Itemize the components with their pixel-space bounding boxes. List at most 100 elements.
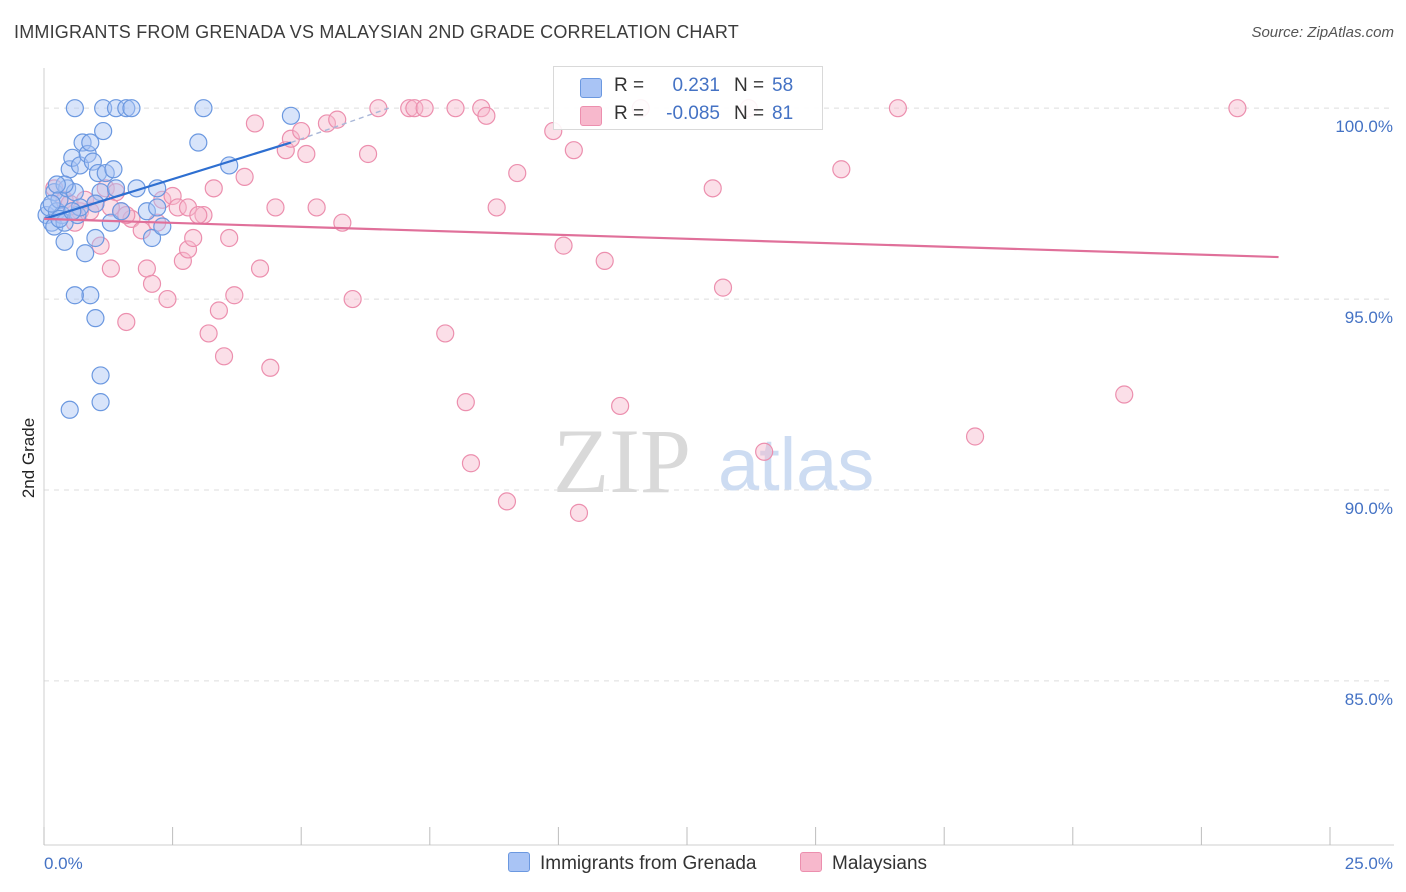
- malaysians-point: [163, 186, 182, 206]
- legend-row-malaysians: R = -0.085 N = 81: [554, 101, 822, 129]
- malaysians-point: [446, 99, 465, 118]
- malaysians-point: [235, 167, 254, 186]
- malaysians-point: [400, 99, 419, 118]
- grenada-point: [88, 163, 108, 183]
- grenada-point: [106, 99, 126, 118]
- malaysians-point: [292, 121, 311, 141]
- grenada-point: [86, 228, 105, 248]
- grenada-point: [63, 148, 82, 167]
- grenada-point: [65, 99, 84, 118]
- malaysians-point: [415, 99, 434, 118]
- grenada-point: [94, 121, 113, 141]
- malaysians-point: [250, 259, 270, 278]
- malaysians-point: [158, 289, 177, 309]
- malaysians-point: [117, 312, 136, 332]
- malaysians-point: [1228, 99, 1247, 118]
- grenada-point: [101, 213, 120, 232]
- malaysians-point: [137, 259, 156, 278]
- series-grenada: [37, 99, 301, 419]
- malaysians-point: [436, 324, 455, 343]
- malaysians-point: [317, 114, 337, 133]
- correlation-legend: R = 0.231 N = 58 R = -0.085 N = 81: [553, 66, 823, 130]
- grenada-point: [153, 217, 172, 236]
- grenada-point: [83, 152, 102, 171]
- malaysians-point: [261, 358, 280, 377]
- malaysians-point: [595, 251, 614, 270]
- malaysians-point: [343, 289, 362, 309]
- grenada-trend-line: [43, 141, 292, 220]
- malaysians-point: [199, 324, 218, 343]
- watermark-atlas: atlas: [718, 423, 874, 506]
- axes: [43, 68, 1394, 846]
- grenada-point: [104, 160, 123, 179]
- malaysians-point: [497, 492, 517, 511]
- legend-n-label: N =: [734, 103, 765, 124]
- y-tick-label: 95.0%: [1345, 308, 1393, 327]
- malaysians-point: [173, 251, 192, 270]
- malaysians-point: [369, 99, 388, 118]
- malaysians-point: [405, 99, 424, 118]
- bottom-legend-malaysians: Malaysians: [800, 852, 927, 875]
- legend-n-value: 58: [772, 75, 794, 96]
- series-malaysians: [45, 99, 1247, 522]
- malaysians-point: [611, 396, 630, 416]
- bottom-legend-grenada: Immigrants from Grenada: [508, 852, 756, 875]
- legend-r-label: R =: [614, 103, 645, 124]
- legend-swatch-grenada: [580, 78, 602, 98]
- legend-n-label: N =: [734, 75, 765, 96]
- malaysians-point: [307, 198, 326, 217]
- legend-r-value: 0.231: [672, 75, 720, 96]
- grenada-point: [55, 232, 74, 251]
- grenada-point: [148, 198, 167, 217]
- grenada-point: [60, 400, 79, 419]
- bottom-legend-label-malaysians: Malaysians: [832, 853, 928, 874]
- legend-r-label: R =: [614, 75, 645, 96]
- malaysians-point: [178, 198, 198, 217]
- malaysians-point: [487, 198, 506, 217]
- malaysians-point: [178, 240, 198, 259]
- y-tick-label: 100.0%: [1335, 117, 1393, 136]
- malaysians-point: [456, 393, 475, 412]
- source-label: Source: ZipAtlas.com: [1251, 24, 1394, 41]
- malaysians-point: [214, 347, 234, 366]
- malaysians-point: [564, 141, 583, 160]
- grenada-point: [65, 286, 84, 305]
- grenada-point: [112, 202, 131, 221]
- malaysians-point: [225, 286, 244, 305]
- grenada-point: [194, 99, 213, 118]
- malaysians-point: [266, 198, 285, 217]
- grenada-point: [142, 228, 162, 248]
- malaysians-point: [245, 114, 265, 133]
- malaysians-point: [703, 179, 722, 198]
- malaysians-point: [204, 179, 223, 198]
- malaysians-point: [477, 106, 496, 125]
- malaysians-point: [508, 163, 527, 183]
- y-axis-label: 2nd Grade: [19, 418, 38, 498]
- y-tick-label: 85.0%: [1345, 690, 1393, 709]
- grenada-point: [91, 393, 110, 412]
- grenada-point: [91, 366, 110, 385]
- grenada-point: [117, 99, 136, 118]
- malaysians-trend-line: [43, 217, 1279, 259]
- malaysians-point: [142, 274, 162, 293]
- malaysians-point: [755, 442, 774, 461]
- trend-lines: [43, 107, 1279, 259]
- malaysians-point: [189, 205, 208, 225]
- malaysians-point: [168, 198, 187, 217]
- malaysians-point: [101, 259, 120, 278]
- y-tick-label: 90.0%: [1345, 499, 1393, 518]
- grenada-point: [137, 202, 156, 221]
- y-tick-labels: 100.0% 95.0% 90.0% 85.0%: [1335, 117, 1393, 709]
- malaysians-point: [832, 160, 851, 179]
- malaysians-point: [461, 454, 481, 473]
- grenada-point: [86, 309, 105, 328]
- grenada-point: [81, 133, 100, 152]
- malaysians-point: [554, 236, 573, 255]
- grenada-point: [122, 99, 141, 118]
- bottom-legend-swatch-grenada: [508, 852, 530, 872]
- x-tick-labels: 0.0% 25.0%: [44, 854, 1393, 873]
- bottom-legend-label-grenada: Immigrants from Grenada: [540, 853, 757, 874]
- legend-r-value: -0.085: [666, 103, 720, 124]
- chart-title: IMMIGRANTS FROM GRENADA VS MALAYSIAN 2ND…: [14, 22, 739, 42]
